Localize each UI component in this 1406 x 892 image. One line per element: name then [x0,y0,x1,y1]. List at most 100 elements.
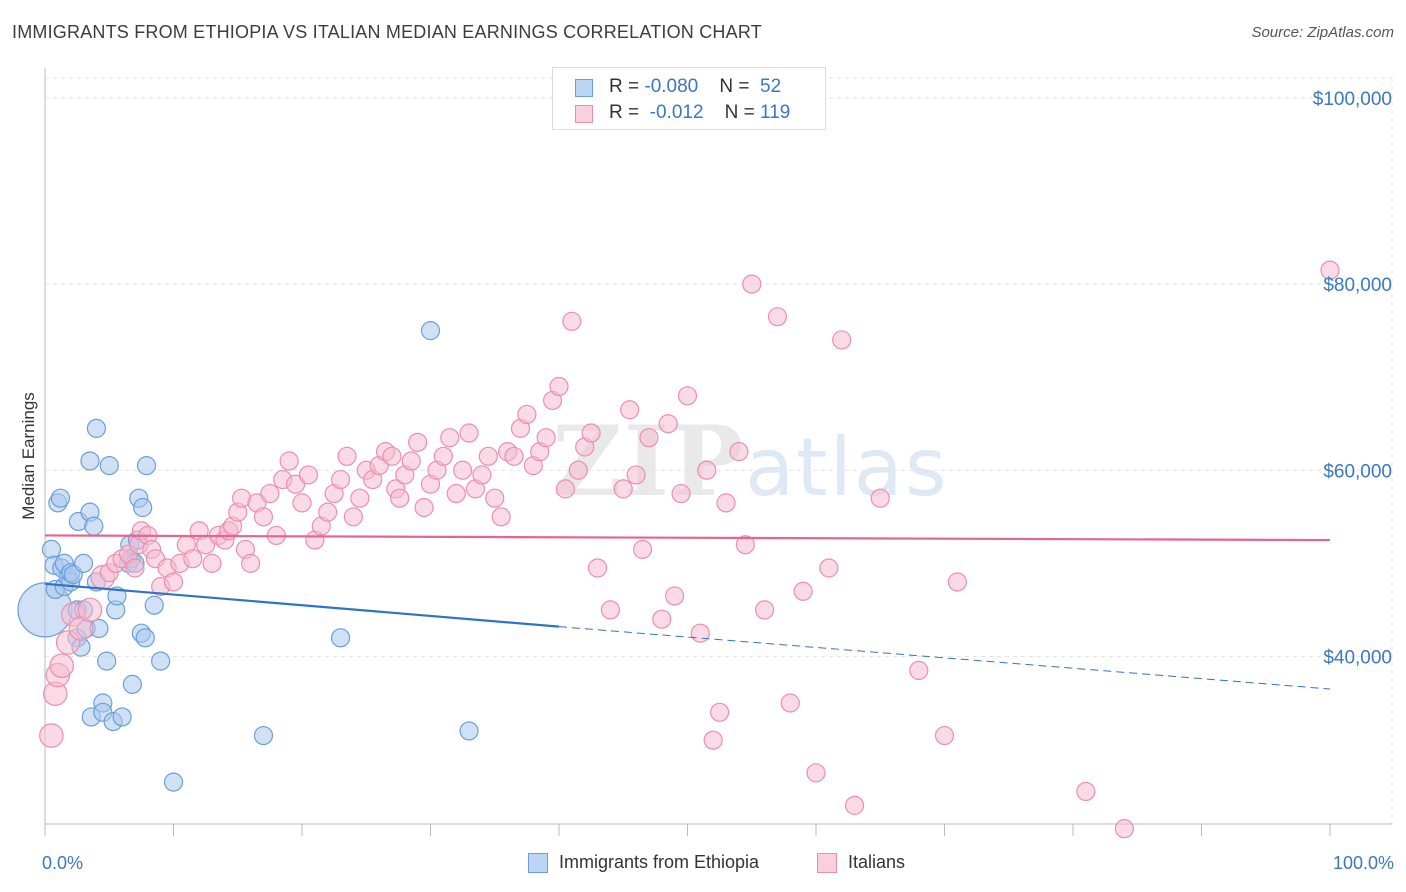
ethiopia-point-21 [80,451,100,471]
italians-point-0 [39,723,64,748]
trend-ethiopia-solid [44,582,560,628]
ethiopia-point-51 [420,321,441,341]
italians-point-105 [710,702,730,722]
legend-n-value: 52 [760,76,782,97]
italians-point-117 [844,795,865,815]
legend-text-italians: R = -0.012 N = 119 [609,102,790,124]
italians-point-109 [742,274,762,294]
italians-point-94 [626,465,646,485]
ethiopia-point-34 [112,707,132,727]
ethiopia-point-23 [84,516,104,536]
trend-italians [44,534,1331,542]
italians-point-97 [652,609,672,629]
italians-point-116 [832,330,852,350]
watermark: ZIPatlas [552,405,949,518]
legend-n-label: N = [724,102,761,123]
italians-point-90 [587,558,608,578]
legend-text-ethiopia: R = -0.080 N = 52 [609,76,781,98]
italians-point-68 [446,483,466,504]
ethiopia-point-48 [163,772,184,792]
italians-point-38 [260,483,280,504]
italians-point-91 [600,600,621,620]
italians-point-84 [549,376,569,397]
ethiopia-point-52 [459,721,479,741]
legend-r-label: R = [609,76,645,97]
x-tick-label-1: 100.0% [1333,853,1394,873]
italians-point-114 [806,763,826,783]
ethiopia-point-5 [50,488,71,508]
x-tick-label-0: 0.0% [42,853,83,873]
bottom-label-ethiopia: Immigrants from Ethiopia [559,852,760,872]
italians-point-104 [703,730,723,750]
ethiopia-point-47 [151,651,171,671]
italians-point-7 [77,597,103,623]
italians-point-61 [401,451,421,471]
italians-point-98 [658,414,678,434]
bottom-label-italians: Italians [848,852,906,872]
ethiopia-point-1 [41,539,62,559]
italians-point-51 [343,507,363,527]
italians-point-86 [562,311,582,331]
italians-point-27 [202,553,222,573]
italians-point-122 [1076,781,1096,802]
italians-point-82 [536,428,556,448]
italians-point-63 [414,497,434,518]
italians-point-121 [947,572,967,592]
italians-point-87 [568,460,588,480]
italians-point-37 [253,507,274,527]
italians-point-3 [49,653,75,679]
italians-point-118 [870,488,890,508]
ethiopia-point-43 [133,497,153,518]
ethiopia-point-29 [97,651,117,671]
italians-point-108 [735,535,755,555]
italians-point-57 [382,446,402,466]
italians-point-115 [819,558,839,578]
italians-point-107 [729,442,749,462]
italians-point-123 [1114,819,1135,839]
italians-point-21 [163,572,184,592]
italians-point-74 [485,488,505,508]
italians-point-72 [472,465,492,485]
correlation-legend: R = -0.080 N = 52 R = -0.012 N = 119 [552,67,826,130]
italians-point-50 [337,446,357,466]
legend-n-value: 119 [760,102,791,123]
italians-point-42 [285,474,306,494]
series-italians-points [39,260,1340,839]
italians-point-120 [934,725,955,746]
watermark-zip: ZIP [552,405,746,518]
ethiopia-point-49 [253,725,274,746]
italians-point-79 [517,404,537,425]
italians-point-73 [478,446,498,466]
italians-point-100 [671,483,691,504]
ethiopia-point-45 [136,456,157,476]
italians-point-113 [793,581,813,601]
italians-point-35 [241,553,261,573]
italians-point-62 [408,432,428,452]
italians-point-95 [632,539,653,559]
italians-point-47 [318,502,338,522]
watermark-atlas: atlas [745,421,949,514]
ethiopia-point-50 [330,628,351,648]
italians-point-75 [491,507,511,527]
italians-point-66 [433,446,453,466]
ethiopia-point-17 [73,553,94,573]
legend-swatch-ethiopia [575,79,593,97]
italians-point-106 [716,493,736,513]
italians-point-43 [292,493,312,513]
tick-labels: $40,000 $60,000 $80,000 $100,000 0.0% 100.0% [42,89,1394,873]
source-credit: Source: ZipAtlas.com [1251,24,1394,41]
italians-point-102 [690,623,710,643]
legend-n-label: N = [719,76,755,97]
italians-point-101 [677,386,698,406]
bottom-swatch-ethiopia [528,853,548,873]
italians-point-41 [279,451,299,471]
chart-title: IMMIGRANTS FROM ETHIOPIA VS ITALIAN MEDI… [12,22,762,42]
ethiopia-point-46 [144,595,164,615]
italians-point-52 [350,488,370,508]
y-tick-label-2: $80,000 [1323,275,1392,296]
italians-point-111 [767,307,788,327]
italians-point-13 [125,558,145,578]
ethiopia-point-33 [107,586,127,606]
bottom-swatch-italians [817,853,837,873]
